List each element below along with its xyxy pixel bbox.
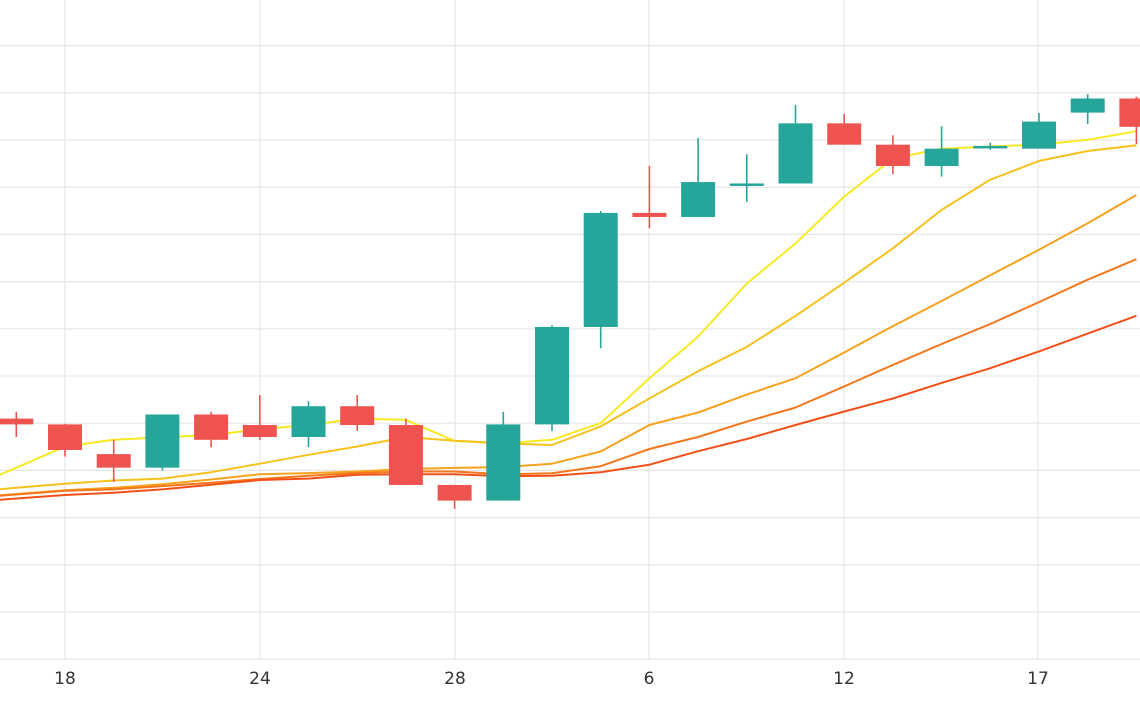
candle-body <box>535 326 569 425</box>
candle-body <box>973 145 1008 149</box>
candle-down <box>0 411 34 437</box>
candle-body <box>729 183 764 186</box>
candle-body <box>437 484 472 501</box>
candle-body <box>632 212 667 217</box>
candle-up <box>778 104 813 184</box>
candle-up <box>924 126 959 177</box>
moving-average-line <box>0 314 1137 501</box>
candle-down <box>388 418 423 485</box>
candle-up <box>583 210 618 349</box>
candles <box>0 94 1140 509</box>
x-tick-label: 17 <box>1027 669 1049 689</box>
candle-body <box>0 418 34 425</box>
candle-down <box>875 135 910 175</box>
candle-up <box>681 138 716 217</box>
moving-average-line <box>0 194 1137 497</box>
moving-average-line <box>0 258 1137 497</box>
candle-up <box>291 401 326 448</box>
candle-body <box>827 123 862 145</box>
candle-body <box>583 212 618 327</box>
candle-down <box>827 114 862 145</box>
candle-up <box>145 414 180 471</box>
candle-up <box>973 142 1008 150</box>
candle-body <box>1022 121 1056 149</box>
candle-body <box>48 424 82 450</box>
candle-body <box>291 406 326 437</box>
moving-average-line <box>0 144 1137 491</box>
candle-down <box>242 395 277 440</box>
candle-body <box>875 144 910 166</box>
candle-down <box>437 484 472 509</box>
candle-body <box>194 414 229 440</box>
candle-body <box>1119 98 1140 127</box>
candle-body <box>681 182 716 217</box>
x-tick-label: 18 <box>54 669 76 689</box>
candle-up <box>729 154 764 202</box>
candle-down <box>340 395 375 432</box>
candle-down <box>48 423 82 457</box>
candle-body <box>242 425 277 437</box>
chart-grid <box>0 0 1140 660</box>
candle-body <box>96 454 131 468</box>
candle-up <box>486 411 521 501</box>
candle-body <box>340 406 375 426</box>
candle-up <box>1070 94 1105 124</box>
candle-down <box>632 165 667 229</box>
candle-body <box>486 424 521 501</box>
x-tick-label: 28 <box>444 669 466 689</box>
x-tick-label: 6 <box>644 669 655 689</box>
candle-body <box>145 414 180 468</box>
candle-body <box>778 123 813 184</box>
candle-body <box>1070 98 1105 113</box>
candle-up <box>535 325 569 432</box>
candle-up <box>1022 112 1056 149</box>
candle-body <box>924 148 959 166</box>
candle-down <box>1119 96 1140 145</box>
x-axis: 18 24 28 6 12 17 <box>54 669 1049 689</box>
candle-down <box>194 411 229 448</box>
x-tick-label: 24 <box>249 669 271 689</box>
candle-down <box>96 439 131 482</box>
candle-body <box>388 425 423 485</box>
x-tick-label: 12 <box>833 669 855 689</box>
